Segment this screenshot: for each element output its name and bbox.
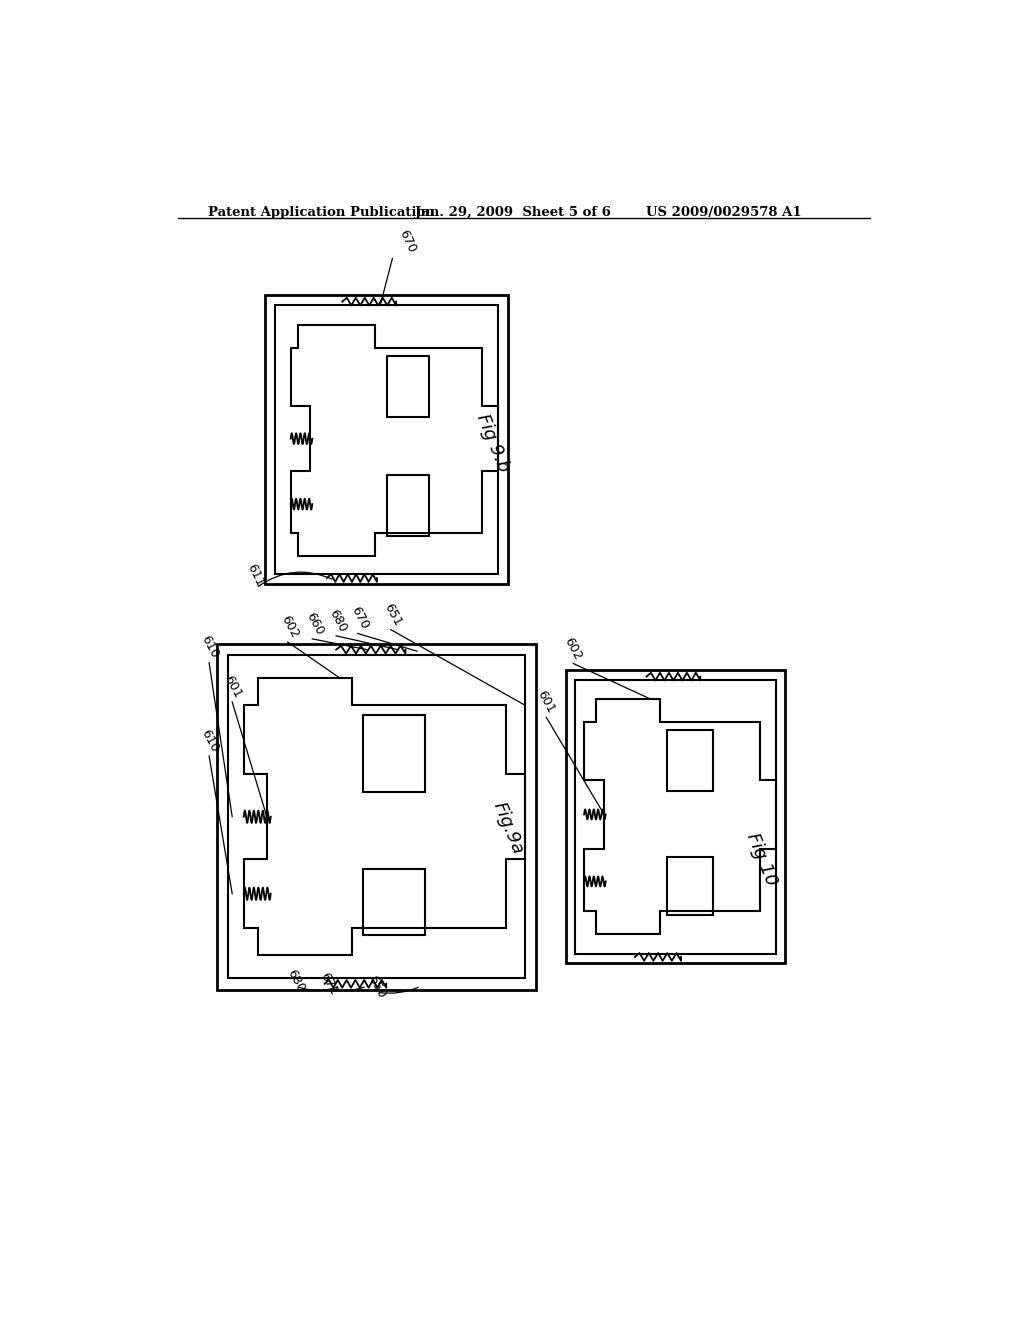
- Text: 680: 680: [285, 968, 307, 994]
- Text: 610: 610: [199, 634, 221, 660]
- Text: Fig 10: Fig 10: [743, 830, 780, 888]
- Text: 670: 670: [396, 228, 418, 255]
- Text: Fig.9a: Fig.9a: [489, 800, 526, 857]
- Text: Fig 9.b: Fig 9.b: [473, 412, 512, 475]
- Text: 610: 610: [199, 727, 221, 754]
- Text: 602: 602: [279, 614, 301, 640]
- Text: 660: 660: [303, 610, 326, 638]
- Text: 601: 601: [221, 673, 244, 701]
- Text: 602: 602: [562, 635, 585, 661]
- Text: 650: 650: [366, 974, 388, 1001]
- Text: 611: 611: [245, 562, 266, 589]
- Text: 680: 680: [327, 607, 349, 634]
- Text: Patent Application Publication: Patent Application Publication: [208, 206, 434, 219]
- Text: 670: 670: [348, 605, 371, 632]
- Text: Jan. 29, 2009  Sheet 5 of 6: Jan. 29, 2009 Sheet 5 of 6: [416, 206, 611, 219]
- Text: 671: 671: [317, 970, 340, 998]
- Text: US 2009/0029578 A1: US 2009/0029578 A1: [646, 206, 802, 219]
- Text: 651: 651: [382, 601, 404, 628]
- Text: 601: 601: [535, 689, 557, 715]
